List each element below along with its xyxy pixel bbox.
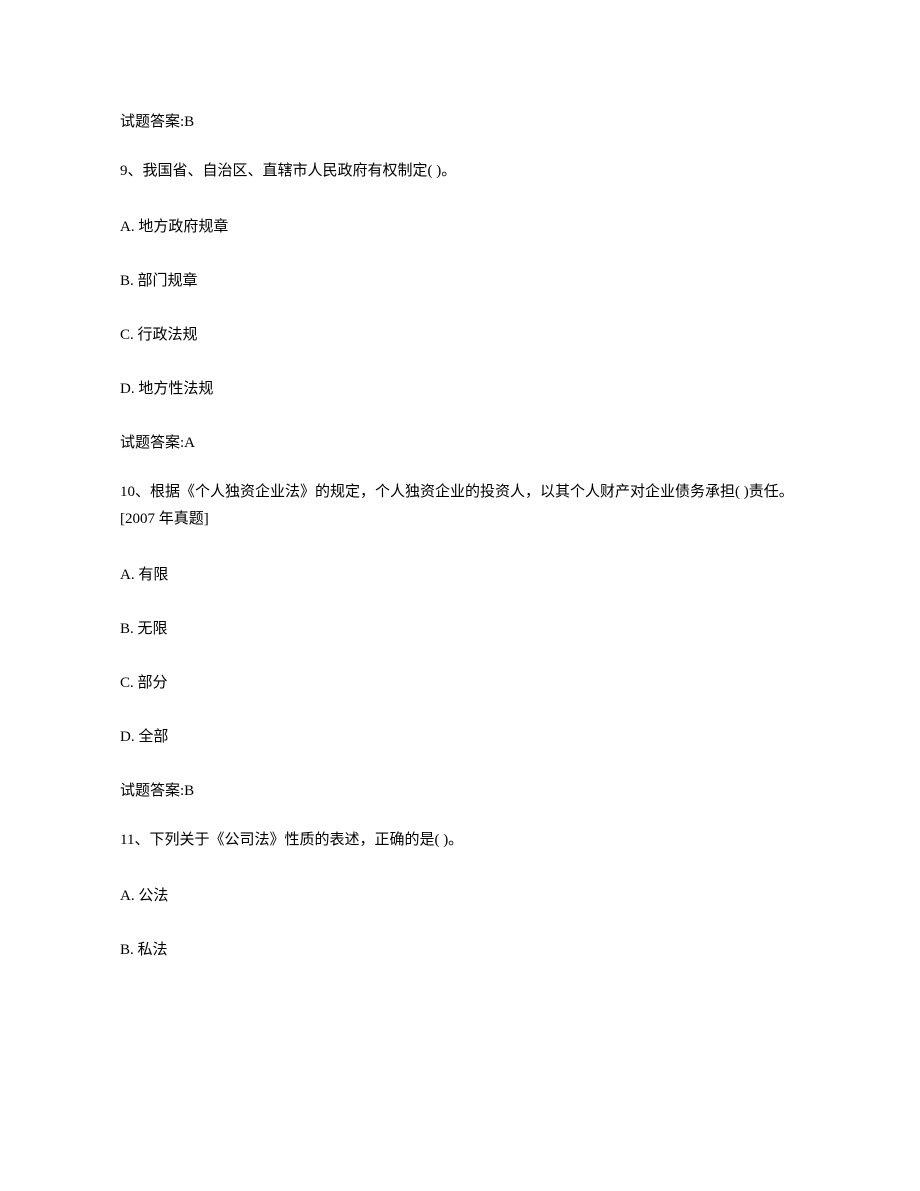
q9-answer-line: 试题答案:A bbox=[120, 431, 800, 455]
q10-option-c: C. 部分 bbox=[120, 671, 800, 695]
q9-option-a: A. 地方政府规章 bbox=[120, 215, 800, 239]
q9-option-d: D. 地方性法规 bbox=[120, 377, 800, 401]
q10-stem: 10、根据《个人独资企业法》的规定，个人独资企业的投资人，以其个人财产对企业债务… bbox=[120, 479, 800, 533]
q11-option-a: A. 公法 bbox=[120, 884, 800, 908]
q11-stem: 11、下列关于《公司法》性质的表述，正确的是( )。 bbox=[120, 827, 800, 854]
q10-option-a: A. 有限 bbox=[120, 563, 800, 587]
q8-answer-line: 试题答案:B bbox=[120, 110, 800, 134]
q10-option-d: D. 全部 bbox=[120, 725, 800, 749]
q10-option-b: B. 无限 bbox=[120, 617, 800, 641]
q10-answer-line: 试题答案:B bbox=[120, 779, 800, 803]
q9-option-b: B. 部门规章 bbox=[120, 269, 800, 293]
q11-option-b: B. 私法 bbox=[120, 938, 800, 962]
q9-stem: 9、我国省、自治区、直辖市人民政府有权制定( )。 bbox=[120, 158, 800, 185]
q9-option-c: C. 行政法规 bbox=[120, 323, 800, 347]
